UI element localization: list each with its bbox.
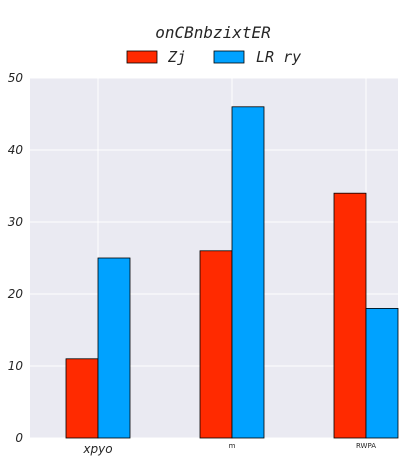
bar-lr-ry-xpyo [97,257,131,439]
x-tick-label: xpyo [82,442,112,456]
bar-zj-xpyo [65,358,99,439]
y-tick-label: 30 [8,215,24,229]
bar-lr-ry-m [231,106,265,439]
legend: Zj LR ry [126,48,301,66]
y-tick-label: 40 [8,143,24,157]
bar-zj-rwpa [333,192,367,439]
legend-label-zj: Zj [167,48,186,66]
x-tick-label: m [229,442,236,450]
y-tick-label: 10 [8,359,24,373]
legend-swatch-lr-ry [213,50,245,64]
legend-swatch-zj [126,50,158,64]
x-axis-ticks: xpyo m RWPA [82,442,376,456]
y-tick-label: 50 [8,71,24,85]
chart-title: onCBnbzixtER [155,23,271,42]
bar-lr-ry-rwpa [365,307,399,439]
bars [65,106,399,439]
x-tick-label: RWPA [356,442,376,450]
y-tick-label: 0 [15,431,23,445]
y-tick-label: 20 [8,287,24,301]
y-axis-ticks: 0 10 20 30 40 50 [8,71,24,445]
bar-zj-m [199,250,233,439]
legend-label-lr-ry: LR ry [256,48,301,66]
